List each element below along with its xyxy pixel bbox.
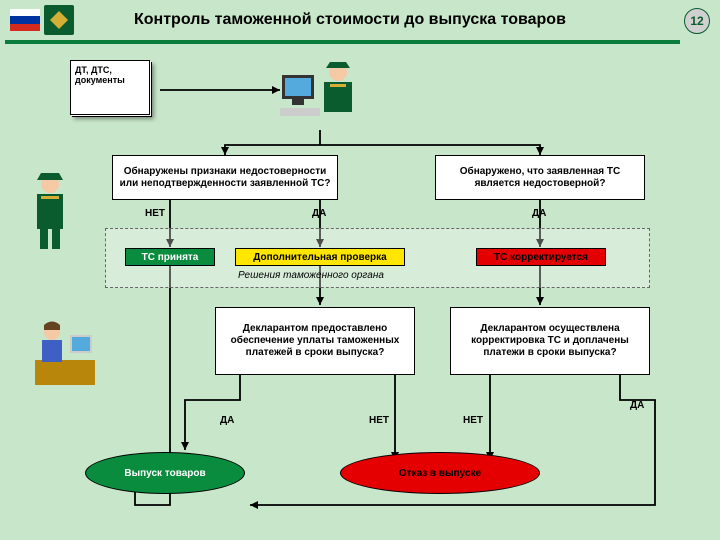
emblem-icon <box>44 5 74 35</box>
question-box-2: Обнаружено, что заявленная ТС является н… <box>435 155 645 200</box>
question-box-1: Обнаружены признаки недостоверности или … <box>112 155 338 200</box>
question-box-4: Декларантом осуществлена корректировка Т… <box>450 307 650 375</box>
documents-icon: ДТ, ДТС, документы <box>70 60 160 120</box>
q2-text: Обнаружено, что заявленная ТС является н… <box>439 166 641 190</box>
refusal-node: Отказ в выпуске <box>340 452 540 494</box>
label-yes-2: ДА <box>532 208 546 219</box>
check-text: Дополнительная проверка <box>253 252 386 263</box>
label-no-2: НЕТ <box>369 415 389 426</box>
refusal-text: Отказ в выпуске <box>399 468 481 479</box>
header-rule <box>5 40 680 44</box>
officer-computer-icon <box>280 60 360 130</box>
check-node: Дополнительная проверка <box>235 248 405 266</box>
person-desk-icon <box>30 320 100 390</box>
flag-icon <box>10 9 40 31</box>
label-no-1: НЕТ <box>145 208 165 219</box>
accepted-text: ТС принята <box>142 252 199 263</box>
officer-standing-icon <box>25 170 75 250</box>
corrected-node: ТС корректируется <box>476 248 606 266</box>
q3-text: Декларантом предоставлено обеспечение уп… <box>219 323 411 359</box>
corrected-text: ТС корректируется <box>494 252 588 263</box>
q4-text: Декларантом осуществлена корректировка Т… <box>454 323 646 359</box>
page-title: Контроль таможенной стоимости до выпуска… <box>134 11 566 29</box>
doc-label: ДТ, ДТС, документы <box>70 60 150 115</box>
release-text: Выпуск товаров <box>124 468 205 479</box>
release-node: Выпуск товаров <box>85 452 245 494</box>
group-caption: Решения таможенного органа <box>238 270 384 281</box>
accepted-node: ТС принята <box>125 248 215 266</box>
slide-counter: 12 <box>684 8 710 34</box>
q1-text: Обнаружены признаки недостоверности или … <box>116 166 334 190</box>
label-yes-4: ДА <box>630 400 644 411</box>
label-yes-1: ДА <box>312 208 326 219</box>
header: Контроль таможенной стоимости до выпуска… <box>0 0 720 40</box>
label-no-3: НЕТ <box>463 415 483 426</box>
question-box-3: Декларантом предоставлено обеспечение уп… <box>215 307 415 375</box>
label-yes-3: ДА <box>220 415 234 426</box>
